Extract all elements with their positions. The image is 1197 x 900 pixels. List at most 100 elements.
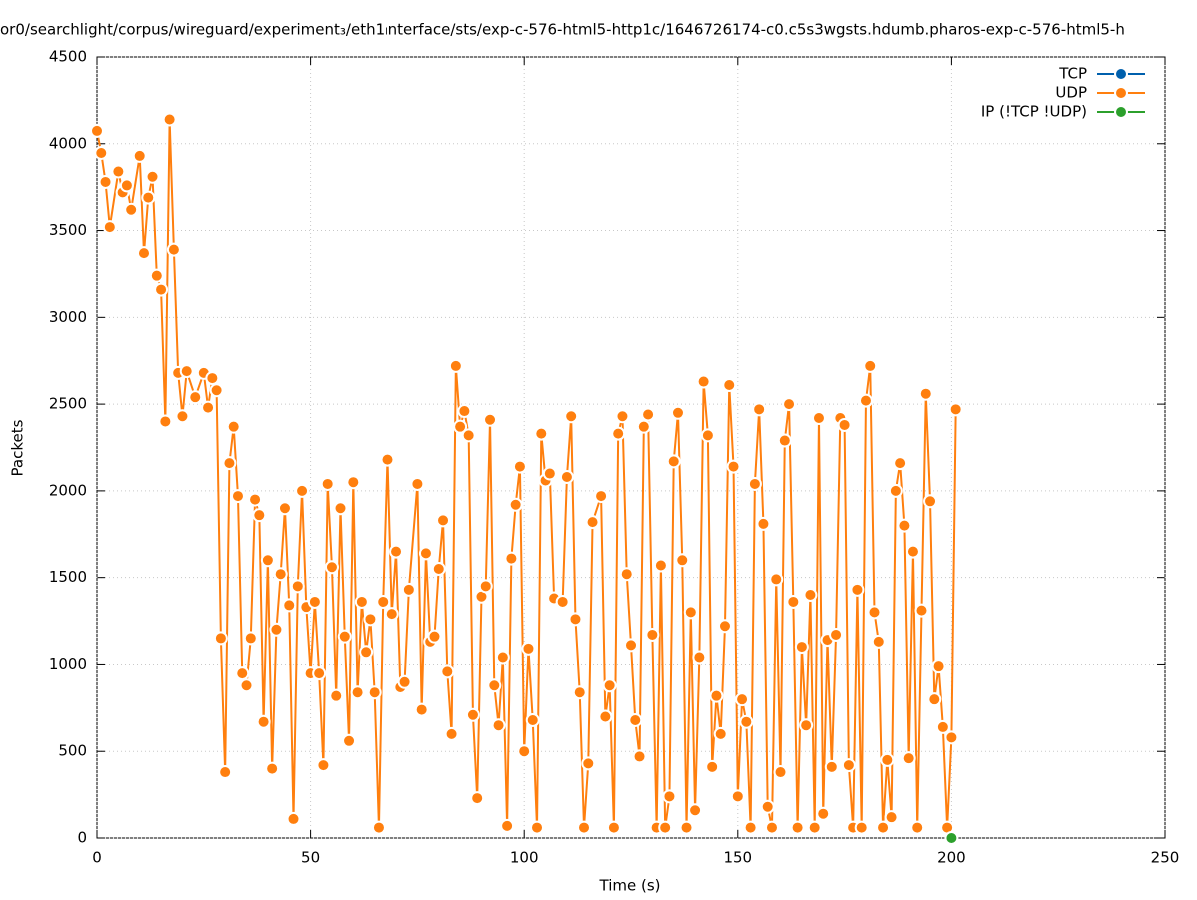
data-point [816,806,831,821]
data-point [794,640,809,655]
data-point [230,489,245,504]
data-point [598,709,613,724]
data-point [897,518,912,533]
data-point [773,765,788,780]
data-point [427,629,442,644]
data-point [893,456,908,471]
data-point [555,594,570,609]
data-point [389,544,404,559]
chart-title: or0/searchlight/corpus/wireguard/experim… [0,21,1125,39]
data-point [440,664,455,679]
data-point [371,820,386,835]
data-point [905,544,920,559]
y-tick-label: 4000 [49,134,87,152]
data-point [504,551,519,566]
data-point [521,641,536,656]
data-point [175,409,190,424]
data-point [688,803,703,818]
data-point [333,501,348,516]
data-point [931,659,946,674]
data-point [799,718,814,733]
data-point [444,726,459,741]
data-point [786,594,801,609]
x-tick-label: 150 [723,849,752,867]
data-point [401,582,416,597]
data-point [769,572,784,587]
data-point [948,402,963,417]
x-tick-label: 0 [92,849,102,867]
data-point [418,546,433,561]
data-point [312,666,327,681]
data-point [876,820,891,835]
data-point [705,759,720,774]
data-point [619,567,634,582]
y-axis-label: Packets [9,419,27,476]
data-point [666,454,681,469]
data-point [568,612,583,627]
data-point [803,588,818,603]
x-tick-label: 250 [1151,849,1180,867]
data-point [205,371,220,386]
data-point [790,820,805,835]
data-point [380,452,395,467]
data-point [615,409,630,424]
data-point [226,419,241,434]
data-point [436,513,451,528]
y-tick-label: 0 [77,829,87,847]
data-point [670,405,685,420]
legend-label: TCP [1058,65,1087,83]
data-point [290,579,305,594]
data-point [141,190,156,205]
data-point [500,818,515,833]
x-axis-label: Time (s) [599,877,661,895]
data-point [901,751,916,766]
data-point [512,459,527,474]
legend-label: UDP [1055,84,1087,102]
data-point [286,811,301,826]
y-tick-label: 4500 [49,48,87,66]
data-point [448,358,463,373]
data-point [470,791,485,806]
y-tick-label: 1000 [49,655,87,673]
data-point [611,426,626,441]
data-point [256,714,271,729]
data-point [632,749,647,764]
data-point [465,707,480,722]
data-point [166,242,181,257]
data-point [564,409,579,424]
data-point [487,678,502,693]
data-point [517,744,532,759]
legend-marker [1114,86,1128,100]
data-point [145,169,160,184]
data-point [645,627,660,642]
data-point [218,765,233,780]
data-point [935,719,950,734]
data-point [944,831,959,845]
data-point [624,638,638,653]
data-point [884,810,899,825]
y-tick-label: 2000 [49,481,87,499]
data-point [410,476,425,491]
data-point [653,558,668,573]
data-point [307,594,322,609]
data-point [162,112,177,127]
data-point [577,820,592,835]
data-point [525,712,540,727]
legend-label: IP (!TCP !UDP) [981,103,1087,121]
data-point [867,605,882,620]
data-point [295,483,310,498]
data-point [559,470,574,485]
data-point [94,145,109,160]
data-point [871,634,886,649]
data-point [782,397,797,412]
x-tick-label: 100 [510,849,539,867]
data-point [260,553,275,568]
data-point [461,428,476,443]
data-point [367,685,382,700]
data-point [431,561,446,576]
data-point [807,820,822,835]
data-point [811,410,826,425]
data-point [158,414,173,429]
data-point [918,386,933,401]
data-point [658,820,673,835]
